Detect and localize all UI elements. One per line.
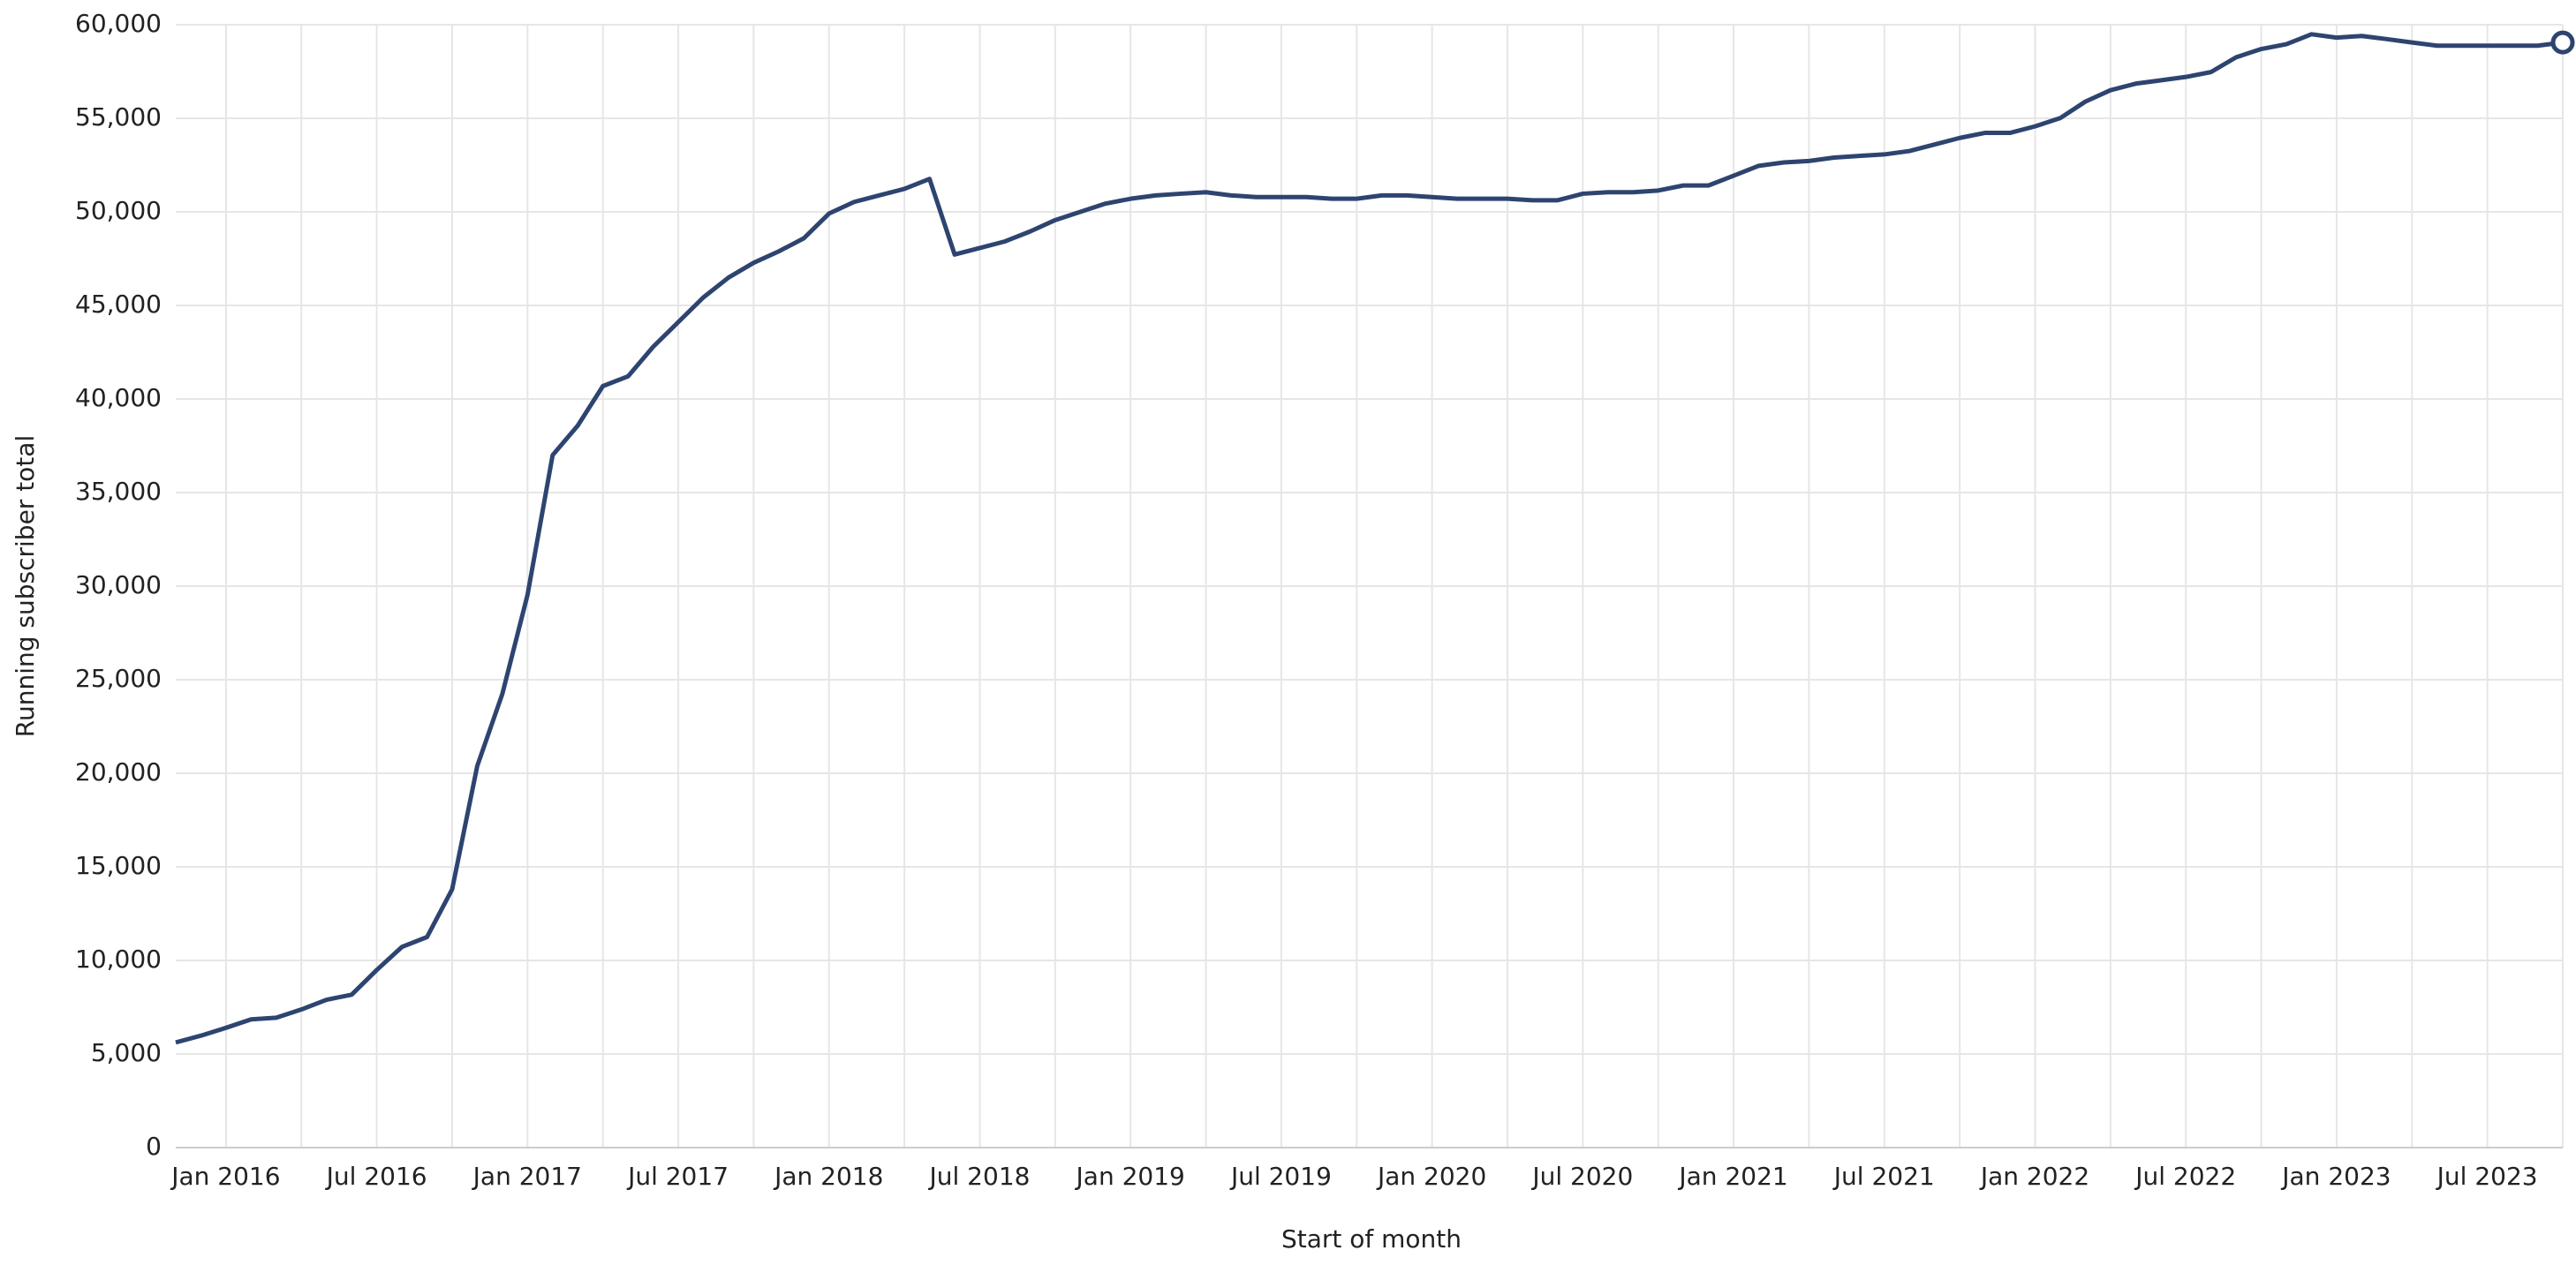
- x-tick-label: Jan 2017: [472, 1162, 582, 1191]
- x-tick-label: Jan 2023: [2280, 1162, 2391, 1191]
- x-tick-label: Jul 2020: [1530, 1162, 1633, 1191]
- x-tick-label: Jul 2021: [1832, 1162, 1935, 1191]
- y-tick-label: 25,000: [75, 664, 162, 693]
- y-axis-title: Running subscriber total: [11, 435, 40, 737]
- y-tick-label: 60,000: [75, 9, 162, 38]
- x-tick-label: Jan 2018: [773, 1162, 883, 1191]
- y-tick-label: 35,000: [75, 477, 162, 506]
- y-tick-label: 55,000: [75, 102, 162, 132]
- x-tick-label: Jul 2016: [325, 1162, 427, 1191]
- x-tick-label: Jan 2016: [170, 1162, 280, 1191]
- y-tick-label: 15,000: [75, 851, 162, 880]
- x-axis-title: Start of month: [1281, 1224, 1462, 1254]
- y-tick-label: 30,000: [75, 570, 162, 599]
- end-marker: [2550, 30, 2575, 55]
- x-tick-label: Jan 2020: [1376, 1162, 1486, 1191]
- x-tick-label: Jul 2022: [2134, 1162, 2236, 1191]
- y-tick-label: 5,000: [91, 1038, 162, 1067]
- y-tick-label: 40,000: [75, 383, 162, 412]
- x-tick-label: Jul 2018: [928, 1162, 1031, 1191]
- series-line: [175, 32, 2564, 1045]
- y-tick-label: 50,000: [75, 196, 162, 225]
- x-tick-label: Jul 2023: [2436, 1162, 2538, 1191]
- x-tick-label: Jul 2019: [1229, 1162, 1332, 1191]
- x-tick-label: Jan 2021: [1677, 1162, 1787, 1191]
- x-tick-label: Jul 2017: [626, 1162, 729, 1191]
- x-tick-label: Jan 2019: [1075, 1162, 1185, 1191]
- y-tick-label: 0: [146, 1132, 162, 1161]
- y-tick-label: 45,000: [75, 290, 162, 319]
- y-tick-label: 10,000: [75, 945, 162, 974]
- x-tick-label: Jan 2022: [1979, 1162, 2089, 1191]
- y-tick-label: 20,000: [75, 757, 162, 787]
